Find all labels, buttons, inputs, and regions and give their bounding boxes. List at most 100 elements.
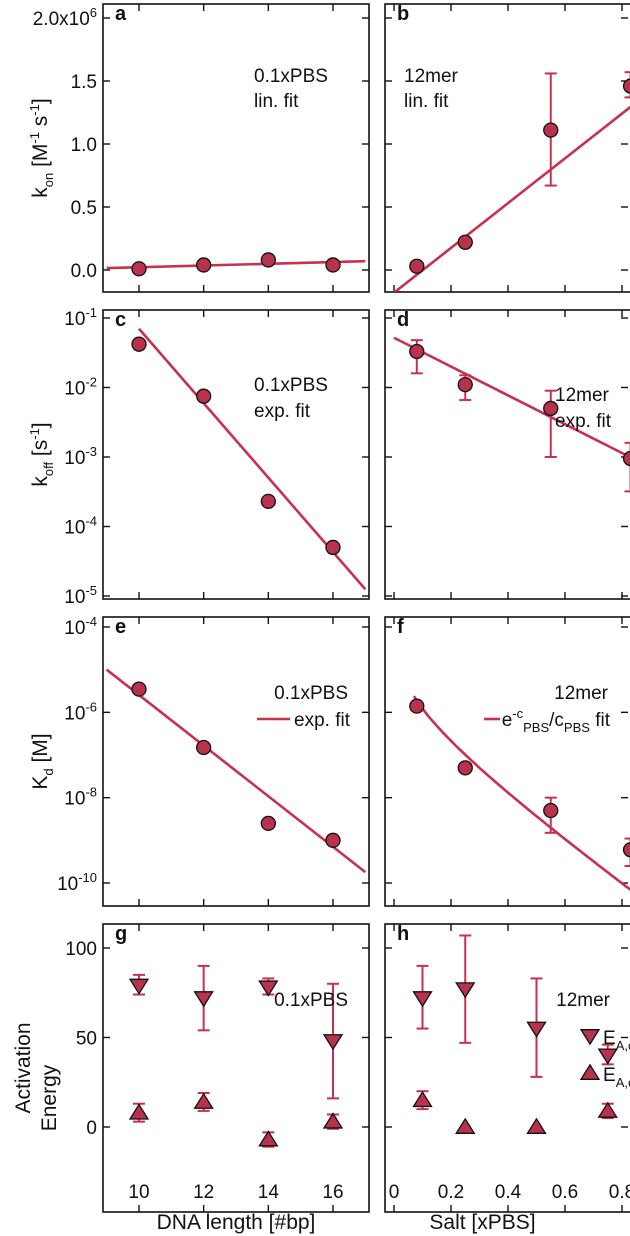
text-layer: a 0.0 0.5 1.0 1.5 2.0x106​ kon​ [M-1​ s-1​] 0.1… [12,3,630,1234]
legend-triangle-down [579,1029,601,1046]
panel-h-frame [384,923,630,1213]
panel-e-frame [102,616,370,907]
data-point [457,760,473,776]
panel-g-frame [102,923,370,1213]
marker-triangle-up [597,1101,618,1118]
y-tick-label: 10-10​ [57,870,97,895]
x-tick-label: 16 [322,1182,343,1203]
marker-triangle-down [258,980,279,997]
data-point [131,681,147,697]
x-axis-label: DNA length [#bp] [157,1211,316,1234]
annotation: 0.1xPBS [254,66,328,87]
panel-f-frame [384,616,630,907]
annotation: 12mer [554,683,609,704]
y-tick-label: 1.0 [71,135,97,156]
y-tick-label: 10-8​ [64,785,97,810]
panel-e-label: e [115,616,126,638]
frames-layer [102,3,630,1213]
y-tick-label: 10-2​ [64,375,97,400]
data-point [543,802,559,819]
y-axis-label-text: koff​ [s-1​] [27,422,56,486]
legend-label: EA,off​ [603,1028,630,1053]
y-tick-label: 100 [65,939,97,960]
data-point [622,450,630,467]
data-point [409,698,425,714]
data-point [325,257,341,273]
annotation: 0.1xPBS [274,990,348,1011]
annotation: exp. fit [294,710,351,731]
x-axis-label: Salt [xPBS] [429,1211,535,1234]
annotation: 0.1xPBS [274,683,348,704]
panel-f-plot [409,695,630,891]
y-axis-label: Kd​ [M] [29,733,56,789]
y-axis-label-line2: Energy [38,1064,61,1131]
data-point [196,257,212,273]
panel-h-plot [412,934,618,1134]
marker-triangle-up [526,1117,547,1134]
y-tick-label: 10-3​ [64,444,97,469]
data-point [409,343,425,360]
y-tick-label: 10-4​ [64,614,97,639]
x-tick-label: 14 [258,1182,280,1203]
panel-g-label: g [115,923,127,945]
annotation: lin. fit [404,91,449,112]
y-axis-label-line1: Activation [12,1022,35,1113]
panel-b-plot [393,71,630,292]
data-point [543,122,559,138]
data-point [457,376,473,393]
marker-triangle-up [322,1112,344,1129]
x-tick-label: 0.6 [552,1182,578,1203]
panel-c-label: c [115,309,126,331]
fit-line [393,105,630,292]
x-tick-label: 0.2 [438,1182,464,1203]
y-tick-label: 0 [86,1118,97,1139]
marker-triangle-down [526,1021,547,1038]
marker-triangle-up [455,1117,476,1134]
data-point [131,261,147,277]
panel-a-label: a [115,3,127,25]
data-point [260,252,276,268]
panel-a-plot [106,252,366,277]
y-tick-label: 10-1​ [64,305,97,330]
panel-g-plot [128,964,344,1148]
panel-c-plot [131,327,367,591]
y-tick-label: 0.5 [71,198,97,219]
marker-triangle-up [128,1103,150,1120]
panel-b-frame [384,3,630,293]
x-tick-label: 0.4 [495,1182,522,1203]
data-point [622,78,630,94]
y-axis-label: koff​ [s-1​] [27,422,56,486]
data-point [622,842,630,858]
data-point [325,832,341,848]
panel-d-label: d [397,309,409,331]
marker-triangle-up [193,1092,214,1109]
y-axis-label-text: Kd​ [M] [29,733,56,789]
data-point [260,815,276,832]
x-tick-label: 0 [389,1182,400,1203]
y-tick-label: 50 [76,1029,97,1050]
panel-a-frame [102,3,370,293]
data-point [457,234,473,250]
fit-line [393,336,630,459]
y-tick-label: 1.5 [71,72,97,93]
panel-d-plot [393,336,630,493]
marker-triangle-down [455,982,476,999]
x-tick-label: 12 [193,1182,214,1203]
y-tick-label: 10-6​ [64,699,97,724]
annotation: 0.1xPBS [254,375,328,396]
marker-triangle-up [258,1130,279,1147]
data-point [131,336,147,352]
annotation: 12mer [404,66,459,87]
x-tick-label: 0.8 [609,1182,630,1203]
annotation: 12mer [556,990,611,1011]
panel-h-label: h [397,923,409,945]
panel-c-frame [102,309,370,600]
y-tick-label: 10-5​ [64,583,97,608]
fit-line [105,668,367,874]
annotation: 12mer [555,385,610,406]
fit-line [412,695,630,891]
annotation: exp. fit [254,401,311,422]
y-tick-label: 2.0x106​ [33,5,97,30]
data-point [260,493,276,510]
